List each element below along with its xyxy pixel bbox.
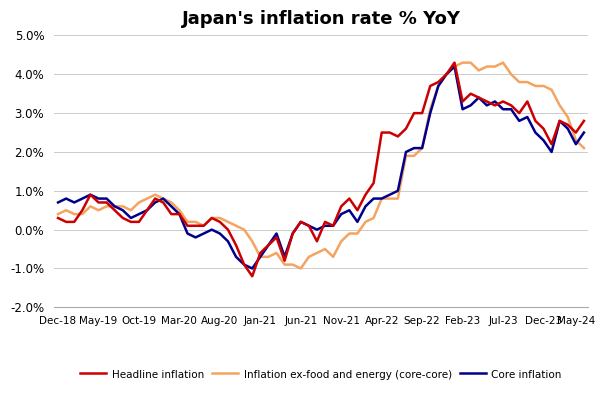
Headline inflation [297, 219, 304, 224]
Inflation ex-food and energy (core-core) [95, 208, 102, 213]
Headline inflation [248, 274, 256, 279]
Line: Inflation ex-food and energy (core-core): Inflation ex-food and energy (core-core) [58, 63, 584, 268]
Headline inflation [55, 216, 62, 220]
Inflation ex-food and energy (core-core) [289, 262, 296, 267]
Core inflation [216, 231, 223, 236]
Core inflation [95, 196, 102, 201]
Line: Headline inflation: Headline inflation [58, 63, 584, 276]
Core inflation [297, 219, 304, 224]
Inflation ex-food and energy (core-core) [184, 219, 191, 224]
Headline inflation [483, 99, 490, 104]
Title: Japan's inflation rate % YoY: Japan's inflation rate % YoY [182, 10, 461, 28]
Headline inflation [289, 231, 296, 236]
Headline inflation [216, 219, 223, 224]
Inflation ex-food and energy (core-core) [55, 212, 62, 216]
Core inflation [55, 200, 62, 205]
Core inflation [184, 231, 191, 236]
Headline inflation [184, 223, 191, 228]
Core inflation [580, 130, 587, 135]
Inflation ex-food and energy (core-core) [580, 146, 587, 151]
Inflation ex-food and energy (core-core) [459, 60, 466, 65]
Inflation ex-food and energy (core-core) [297, 266, 304, 271]
Line: Core inflation: Core inflation [58, 67, 584, 268]
Headline inflation [451, 60, 458, 65]
Inflation ex-food and energy (core-core) [281, 262, 288, 267]
Core inflation [451, 64, 458, 69]
Inflation ex-food and energy (core-core) [216, 216, 223, 220]
Headline inflation [95, 200, 102, 205]
Headline inflation [580, 119, 587, 123]
Core inflation [289, 231, 296, 236]
Core inflation [483, 103, 490, 108]
Inflation ex-food and energy (core-core) [483, 64, 490, 69]
Legend: Headline inflation, Inflation ex-food and energy (core-core), Core inflation: Headline inflation, Inflation ex-food an… [76, 365, 566, 384]
Core inflation [248, 266, 256, 271]
